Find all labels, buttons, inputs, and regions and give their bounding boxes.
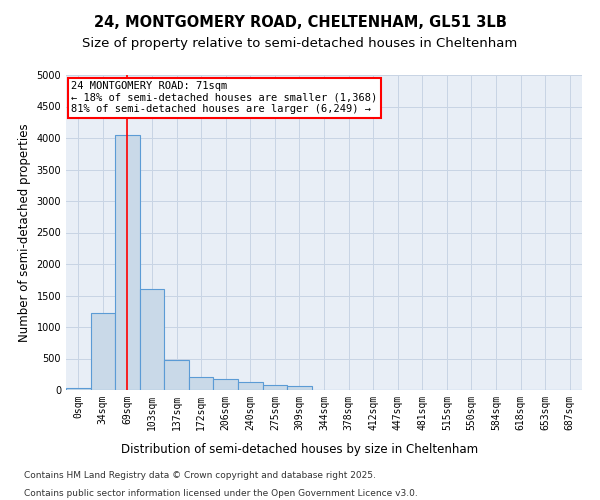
Text: 24 MONTGOMERY ROAD: 71sqm
← 18% of semi-detached houses are smaller (1,368)
81% : 24 MONTGOMERY ROAD: 71sqm ← 18% of semi-…: [71, 82, 377, 114]
Bar: [66, 388, 91, 390]
Text: Contains HM Land Registry data © Crown copyright and database right 2025.: Contains HM Land Registry data © Crown c…: [24, 471, 376, 480]
Bar: [189, 378, 214, 390]
Bar: [140, 289, 164, 390]
Text: 24, MONTGOMERY ROAD, CHELTENHAM, GL51 3LB: 24, MONTGOMERY ROAD, CHELTENHAM, GL51 3L…: [94, 15, 506, 30]
Text: Size of property relative to semi-detached houses in Cheltenham: Size of property relative to semi-detach…: [82, 38, 518, 51]
Bar: [238, 382, 263, 390]
Bar: [164, 360, 189, 390]
Bar: [214, 380, 238, 390]
Bar: [91, 313, 115, 390]
Bar: [263, 385, 287, 390]
Text: Contains public sector information licensed under the Open Government Licence v3: Contains public sector information licen…: [24, 488, 418, 498]
Y-axis label: Number of semi-detached properties: Number of semi-detached properties: [18, 123, 31, 342]
Bar: [115, 135, 140, 390]
Bar: [287, 386, 312, 390]
Text: Distribution of semi-detached houses by size in Cheltenham: Distribution of semi-detached houses by …: [121, 442, 479, 456]
